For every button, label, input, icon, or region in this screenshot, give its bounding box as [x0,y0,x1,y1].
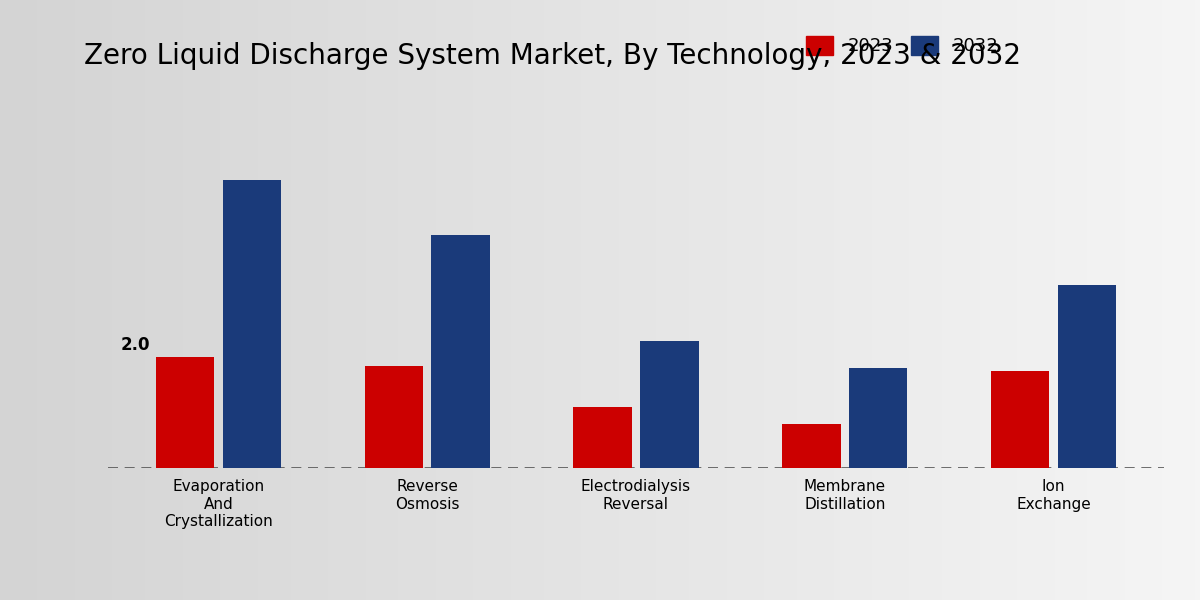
Text: Zero Liquid Discharge System Market, By Technology, 2023 & 2032: Zero Liquid Discharge System Market, By … [84,42,1021,70]
Bar [640,341,698,468]
Bar [432,235,490,468]
Bar [365,365,424,468]
Bar [223,180,281,468]
Bar [848,368,907,468]
Bar [991,371,1049,468]
Bar [782,424,840,468]
Legend: 2023, 2032: 2023, 2032 [798,29,1006,62]
Bar [156,357,215,468]
Bar [1057,285,1116,468]
Text: 2.0: 2.0 [121,336,150,354]
Bar [574,407,632,468]
